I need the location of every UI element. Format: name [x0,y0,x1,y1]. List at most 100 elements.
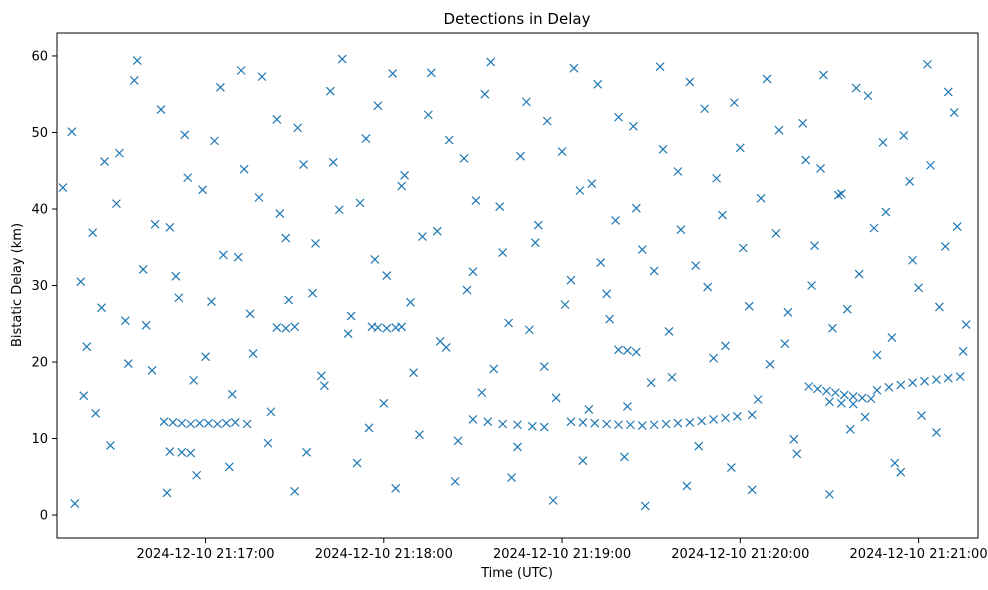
data-point [623,346,632,355]
data-point [159,417,169,427]
data-point [697,416,707,426]
data-point [311,238,320,248]
data-point [132,56,142,65]
data-point [649,420,659,430]
data-point [227,389,237,399]
data-point [905,177,915,186]
data-point [854,269,864,279]
data-point [712,173,721,183]
data-point [495,202,505,212]
data-point [147,366,157,375]
data-points [58,54,971,511]
data-point [513,420,522,430]
data-point [233,252,243,262]
data-point [819,70,828,80]
data-point [667,372,677,382]
data-point [263,438,273,448]
data-point [587,179,597,189]
data-point [88,228,98,238]
data-point [804,382,814,391]
data-point [762,74,772,84]
data-point [958,346,968,356]
data-point [753,395,763,404]
data-point [700,104,710,114]
data-point [593,79,603,89]
data-point [498,248,508,258]
data-point [397,181,407,191]
data-point [931,427,941,437]
data-point [450,476,460,486]
y-axis: 0 10 20 30 40 50 60 [31,49,57,524]
data-point [872,350,882,360]
data-point [391,483,401,493]
data-point [207,297,216,306]
data-point [198,185,208,195]
data-point [578,456,588,466]
data-point [120,316,130,326]
data-point [658,144,668,154]
data-point [899,131,909,140]
y-tick-label: 30 [31,279,48,294]
data-point [908,378,918,388]
y-tick-label: 10 [31,432,48,447]
y-tick-label: 60 [31,49,48,64]
data-point [602,289,612,299]
data-point [830,388,840,398]
x-axis: 2024-12-10 21:17:00 2024-12-10 21:18:00 20… [137,538,988,562]
data-point [611,216,620,225]
data-point [319,381,329,391]
data-point [848,392,858,401]
data-point [162,488,172,498]
data-point [343,329,353,339]
data-point [943,373,953,383]
data-point [382,271,392,280]
data-point [150,219,160,229]
data-point [513,442,522,452]
data-point [471,196,481,205]
data-point [726,463,736,473]
data-point [230,418,240,427]
data-point [584,405,594,414]
data-point [614,420,623,430]
data-point [299,160,309,170]
data-point [364,423,374,433]
data-point [566,417,576,427]
data-point [881,207,891,217]
data-point [468,267,478,277]
data-point [866,394,876,404]
y-tick-label: 40 [31,202,48,217]
data-point [896,380,906,390]
data-point [58,183,68,192]
data-point [213,419,222,429]
data-point [578,418,588,427]
data-point [468,414,478,424]
data-point [732,411,742,421]
data-point [67,127,77,137]
data-point [275,209,285,219]
data-point [521,97,531,107]
data-point [827,323,837,333]
data-point [111,199,121,209]
data-point [462,285,472,295]
data-point [201,352,210,362]
data-point [281,233,291,243]
data-point [842,304,852,314]
data-point [709,414,719,424]
data-point [290,486,300,496]
data-point [836,398,846,408]
data-point [70,499,80,508]
data-point [195,418,205,428]
data-point [961,320,971,329]
data-point [934,302,944,312]
data-point [388,69,398,78]
data-point [952,222,962,232]
data-point [676,225,686,235]
data-point [114,148,124,158]
data-point [813,384,822,394]
data-point [816,164,825,173]
data-point [221,418,231,428]
data-point [839,390,849,400]
data-point [926,160,935,170]
data-point [735,143,745,153]
data-point [845,424,855,434]
